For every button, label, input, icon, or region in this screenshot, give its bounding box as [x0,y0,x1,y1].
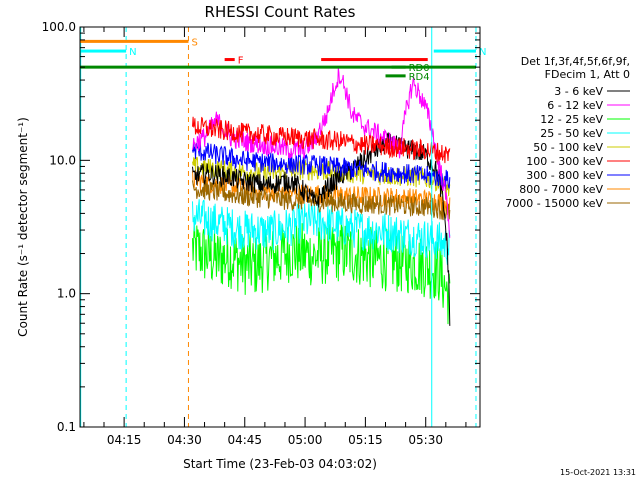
series-line-6 [192,141,451,189]
flag-bar-2 [433,49,476,53]
x-ticks-group: 04:15 04:30 04:45 05:00 05:15 05:30 [83,27,467,447]
y-axis-label: Count Rate (s⁻¹ detector segment⁻¹) [16,117,30,337]
x-tick-label-1: 04:30 [167,433,202,447]
flag-label-2: N [479,47,486,58]
y-ticks-group: 0.1 1.0 10.0 100.0 [42,20,480,434]
series-line-1 [192,67,451,238]
y-tick-label-3: 100.0 [42,20,76,34]
legend-label-0: 3 - 6 keV [554,85,603,98]
flag-bar-4 [321,58,428,62]
flag-bar-3 [224,58,235,62]
footer-date: 15-Oct-2021 13:31 [560,468,636,477]
series-line-8 [192,179,451,221]
flag-label-3: F [238,56,244,67]
chart-title: RHESSI Count Rates [205,3,356,21]
y-tick-label-0: 0.1 [57,420,76,434]
flag-bar-5 [80,65,476,69]
x-axis-label: Start Time (23-Feb-03 04:03:02) [183,457,377,471]
flag-label-0: S [191,37,197,48]
flag-label-7: RD4 [409,72,430,83]
flag-bar-7 [385,74,406,78]
vertical-lines-group [80,27,477,427]
legend-label-7: 800 - 7000 keV [519,183,603,196]
series-line-5 [192,116,451,164]
x-tick-label-3: 05:00 [288,433,323,447]
y-tick-label-1: 1.0 [57,287,76,301]
flag-bar-1 [80,49,127,53]
flag-bar-6 [391,65,406,69]
y-tick-label-2: 10.0 [49,153,76,167]
legend: Det 1f,3f,4f,5f,6f,9f,FDecim 1, Att 0 3 -… [505,55,630,210]
x-tick-label-5: 05:30 [408,433,443,447]
plot-frame [79,26,481,428]
legend-label-2: 12 - 25 keV [540,113,603,126]
legend-label-8: 7000 - 15000 keV [505,197,603,210]
flag-label-6: RD0 [409,63,430,74]
x-tick-label-2: 04:45 [227,433,262,447]
x-tick-label-0: 04:15 [107,433,142,447]
legend-label-3: 25 - 50 keV [540,127,603,140]
x-tick-label-4: 05:15 [348,433,383,447]
flag-bar-0 [80,39,189,43]
legend-label-1: 6 - 12 keV [547,99,603,112]
flag-label-1: N [129,47,136,58]
legend-label-6: 300 - 800 keV [526,169,603,182]
legend-header-1: FDecim 1, Att 0 [545,68,630,81]
series-line-3 [192,199,451,266]
legend-label-5: 100 - 300 keV [526,155,603,168]
legend-label-4: 50 - 100 keV [533,141,603,154]
series-group [192,67,451,326]
legend-header-0: Det 1f,3f,4f,5f,6f,9f, [521,55,630,68]
